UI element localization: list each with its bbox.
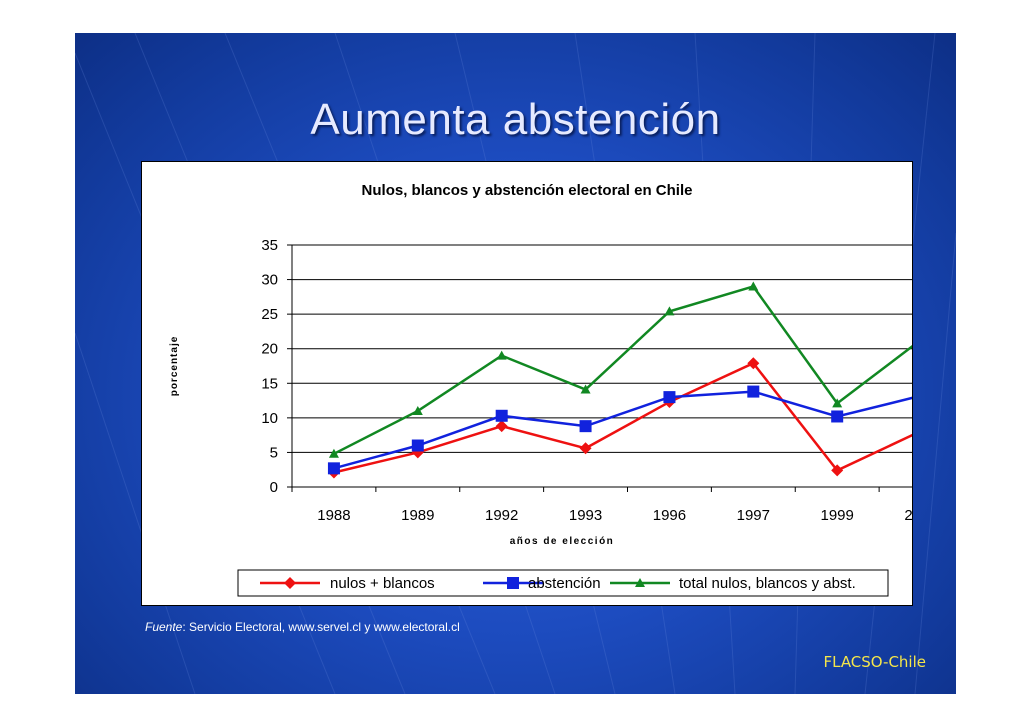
source-note: Fuente: Servicio Electoral, www.servel.c… [145, 620, 460, 634]
chart-panel: Nulos, blancos y abstención electoral en… [141, 161, 913, 606]
line-chart: Nulos, blancos y abstención electoral en… [169, 182, 912, 597]
x-tick-label: 1993 [569, 507, 602, 524]
data-point [831, 410, 844, 423]
y-tick-label: 10 [261, 410, 278, 427]
x-axis-label: años de elección [510, 536, 615, 547]
y-tick-label: 0 [270, 479, 278, 496]
slide-background: Aumenta abstención Nulos, blancos y abst… [75, 33, 956, 694]
data-point [663, 391, 676, 404]
legend-marker [284, 577, 296, 589]
data-point [327, 462, 340, 475]
data-point [495, 420, 508, 433]
data-point [748, 281, 759, 291]
x-tick-label: 1996 [653, 507, 686, 524]
legend-label: total nulos, blancos y abst. [679, 575, 856, 592]
y-tick-label: 25 [261, 306, 278, 323]
series-line [333, 285, 912, 455]
data-point [580, 384, 591, 394]
data-point [831, 464, 844, 477]
x-tick-label: 1999 [821, 507, 854, 524]
legend-label: nulos + blancos [330, 575, 435, 592]
data-point [664, 306, 675, 316]
slide-title: Aumenta abstención [310, 95, 721, 144]
y-tick-label: 35 [261, 237, 278, 254]
data-point [496, 350, 507, 360]
data-point [579, 420, 592, 433]
x-tick-label: 1992 [485, 507, 518, 524]
legend-marker [507, 577, 519, 589]
x-tick-label: 1988 [317, 507, 350, 524]
x-tick-label: 2000 [904, 507, 912, 524]
data-point [412, 405, 423, 415]
data-point [832, 398, 843, 408]
y-tick-label: 20 [261, 341, 278, 358]
data-point [411, 439, 424, 452]
source-label: Fuente [145, 620, 183, 634]
y-tick-label: 15 [261, 375, 278, 392]
x-tick-label: 1989 [401, 507, 434, 524]
x-tick-label: 1997 [737, 507, 770, 524]
chart-title: Nulos, blancos y abstención electoral en… [362, 182, 693, 199]
legend-marker [635, 578, 645, 587]
data-point [579, 442, 592, 455]
data-point [747, 357, 760, 370]
source-text: : Servicio Electoral, www.servel.cl y ww… [182, 620, 460, 634]
y-tick-label: 5 [270, 444, 278, 461]
legend-label: abstención [528, 575, 601, 592]
y-axis-label: porcentaje [169, 336, 180, 397]
series-line [333, 361, 912, 474]
legend-box [237, 569, 889, 597]
brand-label: FLACSO-Chile [823, 653, 926, 671]
y-tick-label: 30 [261, 272, 278, 289]
data-point [495, 409, 508, 422]
series-line [333, 390, 912, 470]
data-point [328, 448, 339, 458]
data-point [747, 385, 760, 398]
